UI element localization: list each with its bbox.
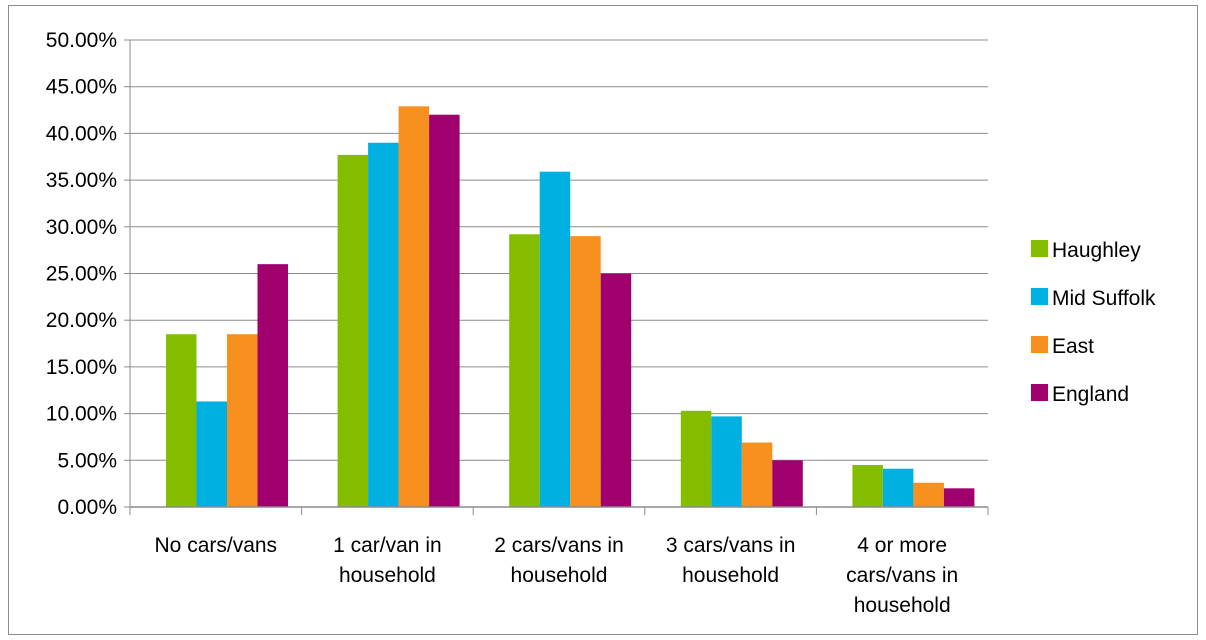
bars xyxy=(166,106,975,508)
legend-label: Haughley xyxy=(1052,239,1141,262)
bar-haughley xyxy=(166,334,197,507)
y-tick-label: 45.00% xyxy=(46,76,117,99)
bar-east xyxy=(913,482,944,507)
bar-england xyxy=(429,114,460,507)
bar-haughley xyxy=(337,154,369,507)
y-tick-label: 40.00% xyxy=(46,122,117,145)
x-category-label: 1 car/van in household xyxy=(333,534,442,587)
legend-swatch xyxy=(1031,384,1048,401)
y-tick-label: 20.00% xyxy=(46,309,117,332)
bar-haughley xyxy=(509,234,540,507)
bar-east xyxy=(227,334,258,507)
legend-swatch xyxy=(1031,288,1048,305)
bar-mid-suffolk xyxy=(882,468,914,507)
bar-east xyxy=(570,236,601,507)
y-tick-label: 30.00% xyxy=(46,216,117,239)
x-category-label: 2 cars/vans in household xyxy=(494,534,624,587)
bar-mid-suffolk xyxy=(196,401,227,507)
bar-east xyxy=(741,442,773,507)
legend-swatch xyxy=(1031,240,1048,257)
y-tick-label: 35.00% xyxy=(46,169,117,192)
bar-england xyxy=(772,460,803,507)
y-tick-label: 0.00% xyxy=(57,496,117,519)
x-category-label: 4 or more cars/vans in household xyxy=(846,534,958,617)
bar-haughley xyxy=(852,464,883,507)
bar-mid-suffolk xyxy=(539,171,571,507)
y-axis-tick-labels: 0.00% 5.00% 10.00% 15.00% 20.00% 25.00% 30.00%… xyxy=(46,29,130,519)
legend-label: East xyxy=(1052,335,1094,358)
y-tick-label: 15.00% xyxy=(46,356,117,379)
bar-england xyxy=(257,264,288,507)
bar-haughley xyxy=(680,410,712,507)
y-tick-label: 25.00% xyxy=(46,263,117,286)
y-tick-label: 50.00% xyxy=(46,29,117,52)
x-category-label: No cars/vans xyxy=(155,534,278,557)
bar-mid-suffolk xyxy=(711,416,742,507)
y-tick-label: 5.00% xyxy=(57,449,117,472)
bar-england xyxy=(943,488,975,507)
bar-england xyxy=(600,273,632,507)
bar-mid-suffolk xyxy=(368,142,399,508)
x-axis-category-labels: No cars/vans 1 car/van in household 2 cars/… xyxy=(155,534,959,617)
legend: Haughley Mid Suffolk East England xyxy=(1031,239,1156,406)
bar-east xyxy=(398,106,430,508)
legend-label: Mid Suffolk xyxy=(1052,287,1156,310)
y-tick-label: 10.00% xyxy=(46,403,117,426)
legend-swatch xyxy=(1031,336,1048,353)
legend-label: England xyxy=(1052,383,1129,406)
x-category-label: 3 cars/vans in household xyxy=(666,534,796,587)
x-axis xyxy=(129,506,989,515)
